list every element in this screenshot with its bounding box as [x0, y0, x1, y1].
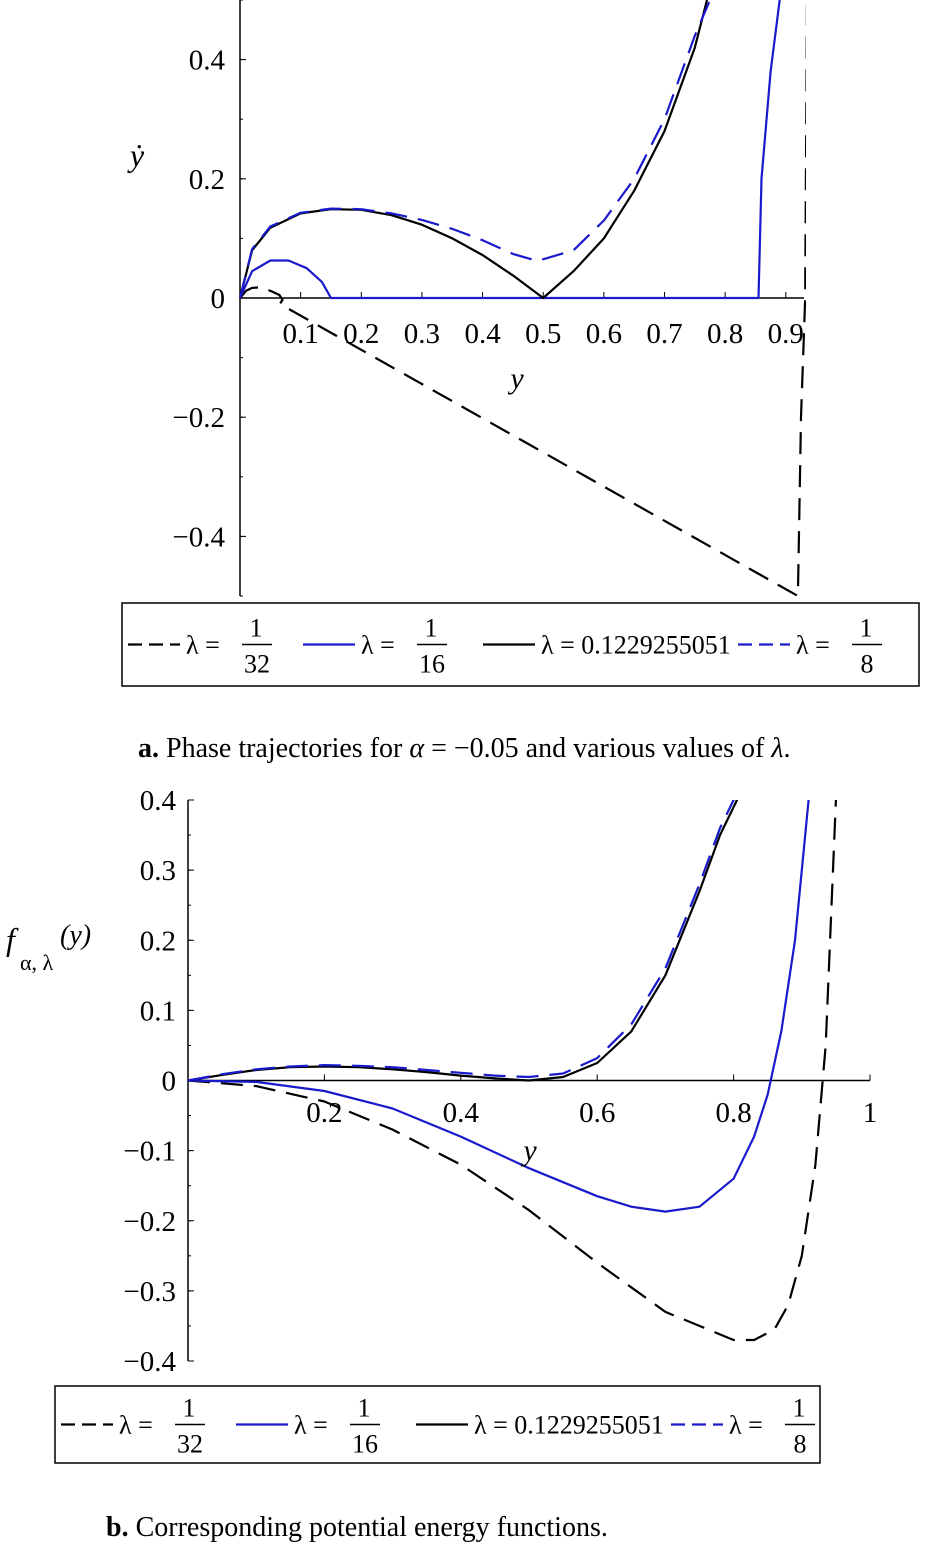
- x-tick-label: 0.7: [646, 318, 682, 350]
- caption-a-text-1: Phase trajectories for: [166, 733, 410, 764]
- legend-fraction-denominator: 32: [177, 1430, 203, 1459]
- y-tick-label: −0.1: [123, 1136, 176, 1168]
- series-line-2: [187, 800, 810, 1213]
- x-tick-label: 0.3: [404, 318, 440, 350]
- x-tick-label: 0.5: [525, 318, 561, 350]
- x-axis-label: y: [507, 362, 524, 395]
- phase-trajectory-chart: 0.1 0.2 0.3 0.4 0.5 0.6 0.7 0.8 0.9 0.4 0.2 0 −0.2 −0…: [121, 0, 920, 687]
- legend-fraction-numerator: 1: [183, 1394, 196, 1423]
- y-tick-label: 0: [211, 283, 226, 315]
- x-tick-label: 0.4: [443, 1097, 480, 1129]
- legend-fraction-numerator: 1: [860, 614, 873, 643]
- y-axis-label-main: f: [6, 921, 19, 957]
- series-line-4: [238, 0, 712, 299]
- legend-fraction-denominator: 16: [352, 1430, 378, 1459]
- caption-a-lambda: λ: [771, 733, 784, 764]
- x-tick-label: 0.4: [464, 318, 501, 350]
- legend-label: λ = 0.1229255051: [474, 1411, 664, 1440]
- legend-label: λ =: [119, 1411, 153, 1440]
- legend-item-3: λ = 0.1229255051: [416, 1411, 664, 1440]
- x-tick-label: 0.8: [715, 1097, 751, 1129]
- legend-item-1: λ = 1 32: [61, 1394, 205, 1459]
- x-tick-label: 0.2: [343, 318, 379, 350]
- series-line-4: [187, 800, 735, 1082]
- caption-a-label: a.: [138, 733, 159, 764]
- caption-a-end: .: [783, 733, 791, 764]
- x-tick-label: 1: [863, 1097, 878, 1129]
- y-tick-label: −0.2: [123, 1206, 176, 1238]
- legend-fraction-numerator: 1: [250, 614, 263, 643]
- plot-area: [238, 0, 806, 596]
- series-line-1: [187, 800, 837, 1342]
- y-tick-label: −0.2: [172, 402, 225, 434]
- y-axis-label-argument: (y): [60, 920, 91, 951]
- y-tick-label: −0.4: [123, 1346, 176, 1378]
- y-tick-label: −0.4: [172, 521, 225, 553]
- plot-area: [187, 800, 837, 1342]
- series-line-2: [238, 0, 781, 300]
- y-tick-label: 0.2: [189, 164, 225, 196]
- legend-item-2: λ = 1 16: [303, 614, 447, 679]
- y-axis-label-subscript: α, λ: [20, 950, 54, 975]
- y-tick-label: 0.1: [140, 995, 176, 1027]
- legend-fraction-denominator: 16: [419, 650, 445, 679]
- legend-box: [54, 1385, 821, 1464]
- legend-box: [121, 602, 920, 687]
- y-axis-label: ẏ: [127, 137, 145, 173]
- x-tick-label: 0.1: [283, 318, 319, 350]
- caption-a-alpha: α: [409, 733, 425, 764]
- legend-fraction-numerator: 1: [358, 1394, 371, 1423]
- caption-a-eq: = −0.05: [424, 733, 519, 764]
- series-line-1: [239, 0, 806, 596]
- caption-a-text-2: and various values of: [518, 733, 772, 764]
- y-tick-label: 0.4: [189, 45, 226, 77]
- y-tick-label: 0.3: [140, 855, 176, 887]
- legend-fraction-numerator: 1: [425, 614, 438, 643]
- legend-item-3: λ = 0.1229255051: [483, 631, 731, 660]
- y-tick-label: 0.2: [140, 925, 176, 957]
- caption-b: b. Corresponding potential energy functi…: [106, 1512, 608, 1544]
- legend-label: λ =: [294, 1411, 328, 1440]
- x-tick-label: 0.8: [707, 318, 743, 350]
- potential-energy-chart: 0.2 0.4 0.6 0.8 10.40.30.20.10−0.1−0.2−0.3−0…: [6, 785, 878, 1464]
- y-tick-label: 0: [162, 1066, 177, 1098]
- legend-label: λ =: [186, 631, 220, 660]
- legend-label: λ =: [361, 631, 395, 660]
- legend-fraction-denominator: 8: [794, 1430, 807, 1459]
- x-tick-label: 0.6: [579, 1097, 615, 1129]
- y-tick-label: −0.3: [123, 1276, 176, 1308]
- legend-label: λ = 0.1229255051: [541, 631, 731, 660]
- series-line-3: [238, 0, 709, 300]
- legend-label: λ =: [796, 631, 830, 660]
- x-axis-label: y: [520, 1134, 537, 1167]
- legend-item-4: λ = 1 8: [738, 614, 882, 679]
- legend-item-2: λ = 1 16: [236, 1394, 380, 1459]
- legend-fraction-denominator: 32: [244, 650, 270, 679]
- y-tick-label: 0.4: [140, 785, 177, 817]
- legend-item-1: λ = 1 32: [128, 614, 272, 679]
- caption-a: a. Phase trajectories for α = −0.05 and …: [138, 733, 791, 765]
- x-tick-label: 0.9: [768, 318, 804, 350]
- x-tick-label: 0.6: [586, 318, 622, 350]
- legend-item-4: λ = 1 8: [671, 1394, 815, 1459]
- series-line-3: [187, 800, 739, 1082]
- legend-fraction-numerator: 1: [793, 1394, 806, 1423]
- caption-b-label: b.: [106, 1512, 129, 1543]
- legend-fraction-denominator: 8: [861, 650, 874, 679]
- legend-label: λ =: [729, 1411, 763, 1440]
- caption-b-text: Corresponding potential energy functions…: [135, 1512, 608, 1543]
